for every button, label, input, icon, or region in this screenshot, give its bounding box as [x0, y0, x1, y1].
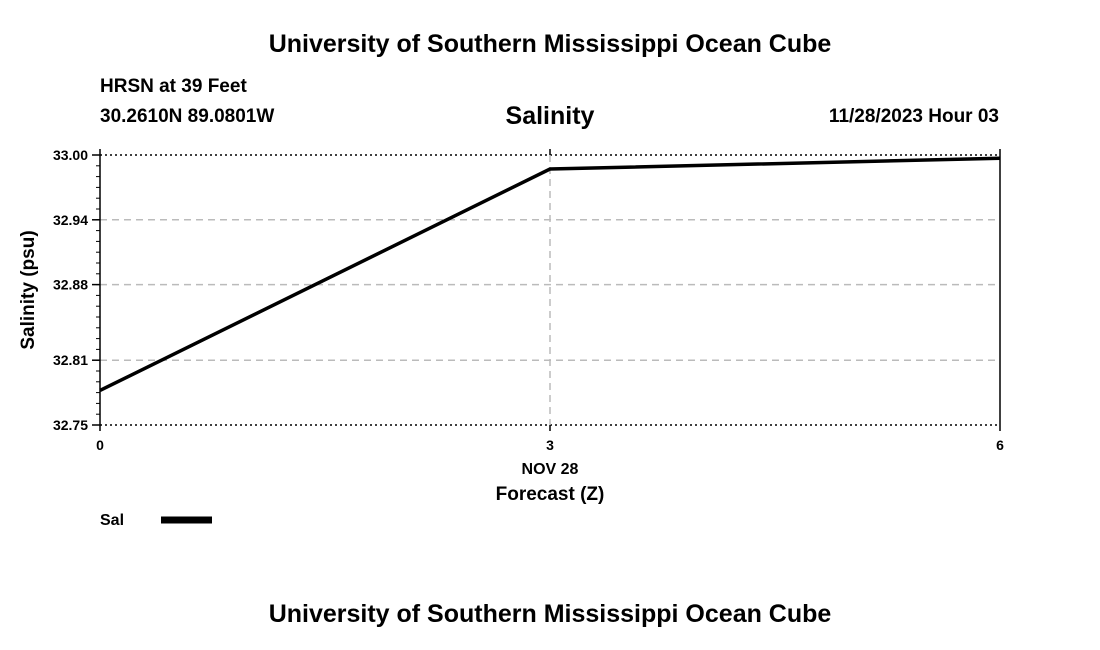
- x-date-label: NOV 28: [522, 461, 579, 478]
- y-tick-label: 33.00: [53, 147, 88, 163]
- chart-grid: [100, 154, 1000, 426]
- station-label: HRSN at 39 Feet: [100, 76, 247, 97]
- x-tick-label: 0: [96, 437, 104, 453]
- series-line-sal: [99, 156, 1001, 393]
- legend: Sal: [100, 512, 212, 529]
- chart-title: Salinity: [506, 102, 595, 130]
- page-title: University of Southern Mississippi Ocean…: [268, 30, 832, 58]
- y-tick-label: 32.81: [53, 352, 88, 368]
- forecast-datetime: 11/28/2023 Hour 03: [828, 106, 999, 127]
- y-tick-label: 32.94: [53, 212, 88, 228]
- x-axis-label: Forecast (Z): [496, 484, 605, 505]
- x-tick-label: 3: [546, 437, 554, 453]
- legend-label-sal: Sal: [100, 512, 124, 529]
- chart-axes: 32.75 32.81 32.88 32.94 33.00 0 3 6: [53, 147, 1004, 453]
- chart-series: [99, 156, 1001, 393]
- y-axis-label: Salinity (psu): [18, 230, 39, 349]
- chart-labels: NOV 28 Forecast (Z) Salinity (psu): [18, 230, 604, 505]
- x-tick-label: 6: [996, 437, 1004, 453]
- station-coordinates: 30.2610N 89.0801W: [100, 106, 275, 127]
- y-tick-label: 32.88: [53, 277, 88, 293]
- y-tick-label: 32.75: [53, 417, 88, 433]
- footer-title: University of Southern Mississippi Ocean…: [268, 600, 832, 628]
